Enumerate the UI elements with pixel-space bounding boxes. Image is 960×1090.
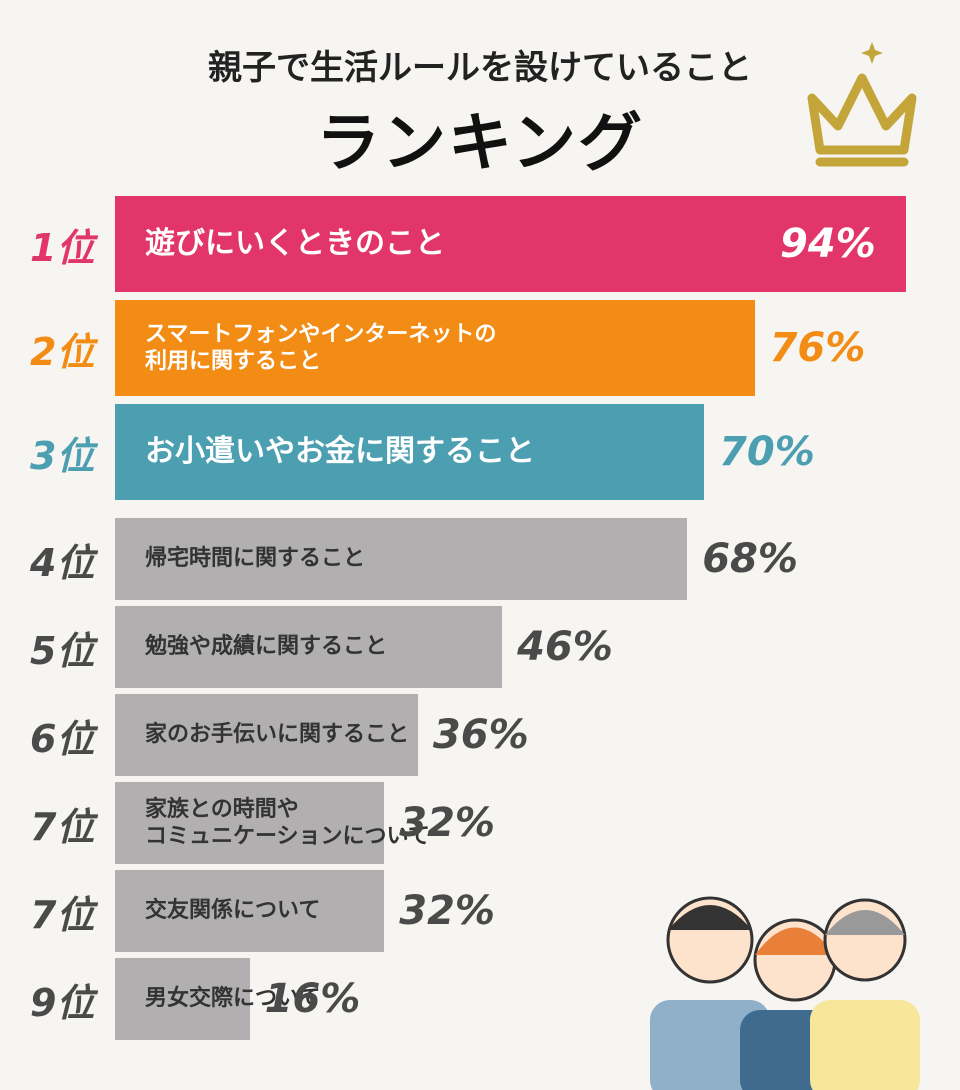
category-label: 遊びにいくときのこと [145,226,445,262]
rank-label: 5位 [30,628,95,673]
bar [115,782,385,864]
value-label: 76% [769,325,866,371]
chart-title: 親子で生活ルールを設けていること [208,48,752,88]
value-label: 70% [719,429,815,475]
people-illustration [650,896,920,1090]
rank-label: 3位 [30,433,95,478]
crown-icon [807,42,917,167]
bar [115,300,755,396]
category-label: 帰宅時間に関すること [145,546,366,572]
value-label: 46% [517,624,613,670]
rank-label: 7位 [30,804,95,849]
rank-label: 4位 [30,540,95,585]
category-label: 勉強や成績に関すること [145,634,388,660]
bar [115,606,503,688]
value-label: 94% [780,221,876,267]
bar [115,870,385,952]
category-label: スマートフォンやインターネットの 利用に関すること [145,321,497,375]
category-label: 家のお手伝いに関すること [145,722,410,748]
value-label: 16% [264,976,361,1022]
rank-label: 9位 [30,980,95,1025]
category-label: 家族との時間や コミュニケーションについて [145,796,430,850]
value-label: 32% [399,888,496,934]
category-label: お小遣いやお金に関すること [145,434,535,470]
bar [115,196,906,292]
value-label: 68% [702,536,798,582]
category-label: 交友関係について [145,898,321,924]
bar [115,958,250,1040]
value-label: 36% [432,712,529,758]
chart-subtitle: ランキング [315,107,645,181]
rank-label: 7位 [30,892,95,937]
category-label: 男女交際について [145,986,321,1012]
rank-label: 6位 [30,716,95,761]
bar [115,404,705,500]
bar [115,518,688,600]
rank-label: 2位 [30,329,95,374]
rank-label: 1位 [30,225,95,270]
bar [115,694,418,776]
value-label: 32% [399,800,496,846]
